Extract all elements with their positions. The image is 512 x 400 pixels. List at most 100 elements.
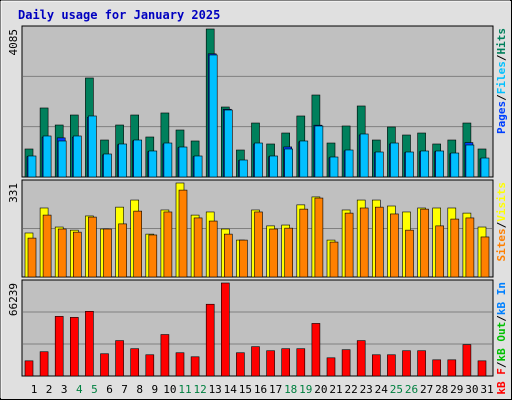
bar <box>224 233 233 278</box>
legend-entry: Sites <box>495 228 508 261</box>
bar <box>118 143 127 178</box>
bar <box>85 311 94 377</box>
bar <box>299 140 309 178</box>
bar <box>239 159 248 178</box>
bar <box>73 135 82 178</box>
bar <box>27 155 37 178</box>
bar <box>73 231 82 278</box>
bar <box>163 142 173 178</box>
legend: Sites/Visits <box>495 182 508 262</box>
bar <box>54 316 64 377</box>
bar <box>205 303 215 377</box>
bar <box>208 54 218 178</box>
bar <box>239 239 248 278</box>
legend-separator: / <box>495 94 508 101</box>
bar <box>100 353 109 377</box>
legend-entry: Visits <box>495 182 508 222</box>
bar <box>344 212 354 278</box>
legend-separator: / <box>495 361 508 368</box>
x-tick-label: 8 <box>136 383 143 396</box>
bar <box>175 352 185 377</box>
x-tick-label: 4 <box>76 383 83 396</box>
bar <box>390 213 399 278</box>
legend-separator: / <box>495 315 508 322</box>
bar <box>269 155 278 178</box>
y-tick-label: 4085 <box>7 29 20 56</box>
x-tick-label: 19 <box>299 383 312 396</box>
legend-entry: Pages <box>495 101 508 134</box>
bar <box>57 228 67 278</box>
x-tick-label: 26 <box>405 383 418 396</box>
bar <box>450 218 460 278</box>
bar <box>193 217 203 278</box>
bar <box>39 351 49 377</box>
bar <box>133 210 142 278</box>
x-tick-label: 12 <box>193 383 206 396</box>
bar <box>208 220 218 278</box>
bar <box>329 156 339 178</box>
x-tick-label: 14 <box>224 383 238 396</box>
x-tick-label: 29 <box>450 383 463 396</box>
bar <box>224 109 233 178</box>
bar <box>251 346 260 377</box>
bar <box>24 360 34 377</box>
legend-entry: Files <box>495 61 508 94</box>
bar <box>480 236 490 278</box>
x-tick-label: 23 <box>360 383 373 396</box>
bar <box>88 115 97 178</box>
y-tick-label: 331 <box>7 183 20 203</box>
bar <box>27 237 37 278</box>
legend-separator: / <box>495 54 508 61</box>
bar <box>480 157 490 178</box>
bar <box>103 228 112 278</box>
bar <box>390 142 399 178</box>
legend-entry: Hits <box>495 28 508 55</box>
bar <box>42 135 52 178</box>
bar <box>269 228 278 278</box>
bar <box>130 348 139 377</box>
x-tick-label: 21 <box>329 383 342 396</box>
bar <box>190 356 200 377</box>
bar <box>477 360 487 377</box>
bar <box>387 354 396 377</box>
bar <box>160 334 170 377</box>
x-tick-label: 6 <box>106 383 113 396</box>
bar <box>266 350 275 377</box>
x-tick-label: 30 <box>465 383 478 396</box>
bar <box>296 348 306 377</box>
chart-title: Daily usage for January 2025 <box>18 8 220 22</box>
legend-entry: kB F <box>495 368 508 395</box>
bar <box>299 208 309 278</box>
bar <box>465 217 475 278</box>
bar <box>405 229 414 278</box>
bar <box>465 144 475 178</box>
bar <box>314 125 324 178</box>
bar <box>420 208 429 278</box>
bar <box>359 207 369 278</box>
bar <box>402 350 411 377</box>
bar <box>236 352 245 377</box>
bar <box>435 150 445 178</box>
x-tick-label: 5 <box>91 383 98 396</box>
bar <box>70 317 79 377</box>
bar <box>254 142 263 178</box>
bar <box>326 357 336 377</box>
x-tick-label: 11 <box>178 383 191 396</box>
bar <box>178 189 188 278</box>
bar <box>374 151 384 178</box>
bar <box>284 227 294 278</box>
x-tick-label: 24 <box>375 383 389 396</box>
x-tick-label: 17 <box>269 383 282 396</box>
bar <box>148 234 158 278</box>
bar <box>193 155 203 178</box>
bar <box>281 348 291 377</box>
bar <box>420 150 429 178</box>
bar <box>432 359 442 377</box>
bar <box>88 216 97 278</box>
bar <box>284 148 294 178</box>
legend: Pages/Files/Hits <box>495 28 508 134</box>
y-tick-label: 66239 <box>7 283 20 316</box>
legend-entry: kB Out <box>495 322 508 362</box>
bar <box>450 152 460 178</box>
